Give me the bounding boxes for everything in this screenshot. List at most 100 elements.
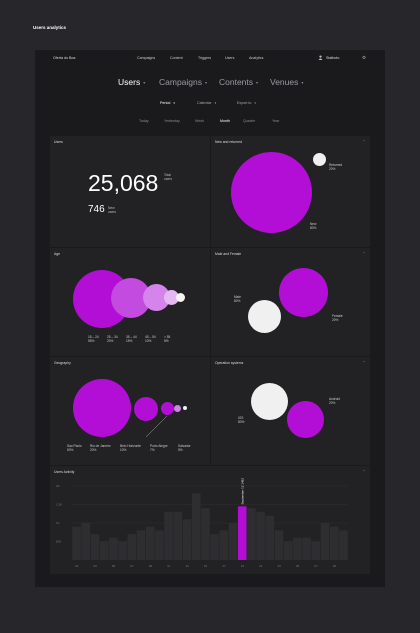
user-icon [318, 55, 323, 60]
filter-period-label: Period [160, 101, 171, 105]
period-yesterday[interactable]: Yesterday [164, 119, 180, 123]
activity-bar[interactable] [201, 508, 210, 560]
period-month[interactable]: Month [220, 119, 230, 123]
period-today[interactable]: Today [139, 119, 149, 123]
period-week[interactable]: Week [195, 119, 205, 123]
filter-period[interactable]: Period ▾ [160, 101, 175, 105]
gear-icon[interactable]: ⚙ [362, 55, 367, 60]
activity-bar[interactable] [283, 541, 293, 561]
activity-bar[interactable] [274, 530, 284, 560]
geo-bubble-belo-horizonte [161, 402, 174, 415]
panel-title: Users Activity [54, 470, 75, 474]
nav-content[interactable]: Content [170, 56, 183, 60]
activity-bar[interactable] [256, 511, 265, 560]
x-tick-label: 27 [314, 564, 318, 568]
total-users-label: Total users [164, 173, 173, 181]
new-users-label: New users [108, 206, 117, 214]
brand-name[interactable]: Oferta do Boa [53, 56, 76, 60]
activity-bar[interactable] [302, 537, 311, 560]
tab-venues[interactable]: Venues ▾ [270, 77, 303, 87]
chevron-down-icon: ▾ [214, 101, 217, 105]
x-tick-label: 03 [94, 564, 98, 568]
nav-campaigns[interactable]: Campaigns [137, 56, 156, 60]
geo-label-sao-paulo: Sao Paulo 50% [67, 444, 82, 452]
age-bubble-55-plus [176, 293, 185, 302]
chevron-down-icon: ▾ [301, 80, 304, 86]
activity-bar[interactable] [155, 530, 164, 560]
activity-bar[interactable] [72, 526, 81, 560]
female-bubble [279, 268, 328, 317]
x-tick-label: 05 [112, 564, 116, 568]
geo-bubble-sao-paulo [73, 379, 131, 437]
activity-bar[interactable] [90, 534, 100, 560]
tab-users[interactable]: Users ▾ [118, 77, 145, 87]
geo-bubble-porto-alegre [174, 405, 181, 412]
activity-panel: Users Activity ⌃ 2K 1.5K 1K 500 September 12… [50, 466, 370, 574]
tab-contents[interactable]: Contents ▾ [219, 77, 258, 87]
nav-analytics[interactable]: Analytics [249, 56, 264, 60]
activity-bar-highlight[interactable] [237, 506, 247, 560]
activity-bar[interactable] [320, 523, 330, 560]
top-bar: Oferta do Boa Campaigns Content Triggers… [35, 50, 385, 67]
activity-bar[interactable] [136, 530, 146, 560]
x-tick-label: 29 [333, 564, 337, 568]
panel-title: Users [54, 140, 63, 144]
activity-bar[interactable] [247, 508, 256, 560]
activity-bar[interactable] [293, 537, 302, 560]
x-tick-label: 01 [75, 564, 79, 568]
page-label: Users analytics [33, 25, 67, 30]
activity-bar[interactable] [173, 511, 183, 560]
activity-bar[interactable] [191, 493, 201, 560]
filter-export[interactable]: Export to ▾ [237, 101, 256, 105]
period-year[interactable]: Year [272, 119, 280, 123]
x-tick-label: 07 [130, 564, 134, 568]
x-tick-label: 21 [259, 564, 263, 568]
activity-bar[interactable] [228, 523, 238, 560]
activity-bar[interactable] [339, 530, 348, 560]
geo-bubble-salvador [183, 406, 187, 410]
geo-label-rio: Rio de Janeiro 20% [90, 444, 111, 452]
y-tick-label: 1.5K [56, 503, 62, 507]
activity-bar[interactable] [109, 537, 118, 560]
activity-bar[interactable] [219, 530, 229, 560]
os-panel: Operation systems ⌃ iOS 80% Android 20% [211, 357, 370, 465]
gender-panel: Male and Female ⌃ Male 80% Female 20% [211, 248, 370, 356]
panel-title: Operation systems [215, 361, 244, 365]
activity-bar[interactable] [210, 534, 219, 560]
expand-icon[interactable]: ⌃ [362, 251, 366, 256]
period-quarter[interactable]: Quarter [243, 119, 256, 123]
age-bubble-45-54 [164, 290, 179, 305]
y-tick-label: 1K [56, 521, 60, 525]
tab-campaigns[interactable]: Campaigns ▾ [159, 77, 207, 87]
activity-bar[interactable] [311, 541, 321, 561]
expand-icon[interactable]: ⌃ [362, 139, 366, 144]
tab-contents-label: Contents [219, 77, 254, 87]
user-menu[interactable]: Statboto [318, 55, 339, 60]
nav-triggers[interactable]: Triggers [198, 56, 212, 60]
activity-bar[interactable] [118, 541, 127, 561]
male-label: Male 80% [234, 295, 241, 303]
x-tick-label: 23 [278, 564, 282, 568]
filter-calendar[interactable]: Calendar ▾ [197, 101, 216, 105]
expand-icon[interactable]: ⌃ [362, 469, 366, 474]
y-tick-label: 500 [56, 540, 61, 544]
user-name: Statboto [326, 55, 340, 60]
activity-bar[interactable] [81, 523, 91, 560]
activity-bar[interactable] [164, 511, 173, 560]
nav-users[interactable]: Users [225, 56, 235, 60]
new-bubble [231, 152, 312, 233]
geo-label-salvador: Salvador 5% [178, 444, 191, 452]
age-label-18-24: 18 – 24 55% [88, 335, 99, 343]
activity-bar[interactable] [265, 515, 275, 560]
activity-bar[interactable] [127, 534, 137, 560]
activity-bar[interactable] [145, 526, 155, 560]
expand-icon[interactable]: ⌃ [362, 360, 366, 365]
activity-bar[interactable] [329, 526, 339, 560]
age-panel: Age 18 – 24 55% 25 – 34 20% 35 – 44 15% 45 … [50, 248, 210, 356]
tab-campaigns-label: Campaigns [159, 77, 202, 87]
panel-title: Geography [54, 361, 71, 365]
ios-label: iOS 80% [238, 416, 245, 424]
activity-bar[interactable] [182, 519, 192, 560]
activity-bar[interactable] [99, 541, 109, 561]
app-window: Oferta do Boa Campaigns Content Triggers… [35, 50, 385, 587]
